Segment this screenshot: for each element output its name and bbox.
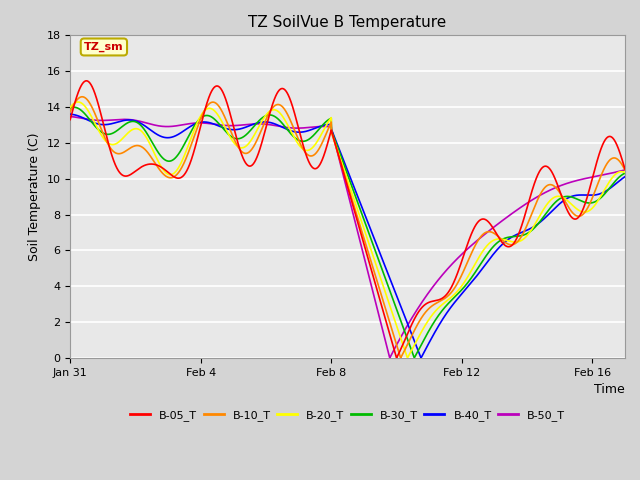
- B-30_T: [611, 179, 618, 185]
- B-20_T: [621, 169, 629, 175]
- B-40_T: [611, 182, 618, 188]
- B-10_T: [621, 167, 629, 173]
- B-50_T: [279, 124, 287, 130]
- B-10_T: [67, 109, 74, 115]
- B-05_T: [551, 175, 559, 180]
- B-40_T: [130, 118, 138, 123]
- Legend: B-05_T, B-10_T, B-20_T, B-30_T, B-40_T, B-50_T: B-05_T, B-10_T, B-20_T, B-30_T, B-40_T, …: [125, 406, 570, 425]
- B-10_T: [130, 144, 138, 149]
- B-10_T: [397, 355, 404, 361]
- Line: B-40_T: B-40_T: [70, 114, 625, 358]
- B-30_T: [163, 158, 170, 164]
- B-20_T: [130, 126, 138, 132]
- B-05_T: [83, 78, 90, 84]
- Line: B-30_T: B-30_T: [70, 107, 625, 358]
- Line: B-05_T: B-05_T: [70, 81, 625, 358]
- B-50_T: [611, 169, 618, 175]
- Line: B-50_T: B-50_T: [70, 117, 625, 358]
- B-05_T: [303, 155, 311, 161]
- B-50_T: [163, 124, 170, 130]
- B-40_T: [163, 135, 170, 141]
- B-20_T: [404, 355, 412, 361]
- B-40_T: [303, 128, 311, 134]
- Line: B-20_T: B-20_T: [70, 102, 625, 358]
- Title: TZ SoilVue B Temperature: TZ SoilVue B Temperature: [248, 15, 447, 30]
- B-10_T: [551, 184, 559, 190]
- B-05_T: [621, 167, 629, 172]
- B-05_T: [611, 137, 618, 143]
- B-10_T: [78, 94, 86, 100]
- B-40_T: [621, 174, 629, 180]
- B-30_T: [279, 121, 287, 127]
- B-20_T: [163, 170, 170, 176]
- Line: B-10_T: B-10_T: [70, 97, 625, 358]
- B-50_T: [621, 167, 629, 173]
- B-40_T: [417, 355, 425, 360]
- B-05_T: [279, 86, 287, 92]
- B-10_T: [611, 155, 618, 161]
- B-10_T: [303, 152, 311, 157]
- X-axis label: Time: Time: [595, 383, 625, 396]
- B-10_T: [163, 174, 170, 180]
- B-05_T: [393, 355, 401, 361]
- B-30_T: [130, 119, 138, 124]
- B-30_T: [70, 104, 77, 110]
- B-30_T: [410, 355, 418, 361]
- B-40_T: [279, 125, 287, 131]
- B-50_T: [386, 355, 394, 360]
- B-40_T: [550, 205, 558, 211]
- B-05_T: [163, 168, 170, 174]
- B-20_T: [74, 99, 82, 105]
- B-20_T: [303, 147, 311, 153]
- B-50_T: [130, 117, 138, 123]
- Text: TZ_sm: TZ_sm: [84, 42, 124, 52]
- B-10_T: [279, 105, 287, 110]
- B-40_T: [67, 111, 74, 117]
- B-30_T: [621, 170, 629, 176]
- B-20_T: [611, 172, 618, 178]
- Y-axis label: Soil Temperature (C): Soil Temperature (C): [28, 132, 41, 261]
- B-20_T: [551, 194, 559, 200]
- B-05_T: [130, 169, 138, 175]
- B-50_T: [550, 185, 558, 191]
- B-30_T: [67, 105, 74, 111]
- B-50_T: [303, 125, 311, 131]
- B-05_T: [67, 117, 74, 122]
- B-30_T: [551, 200, 559, 206]
- B-20_T: [279, 114, 287, 120]
- B-30_T: [303, 137, 311, 143]
- B-50_T: [67, 114, 74, 120]
- B-20_T: [67, 104, 74, 110]
